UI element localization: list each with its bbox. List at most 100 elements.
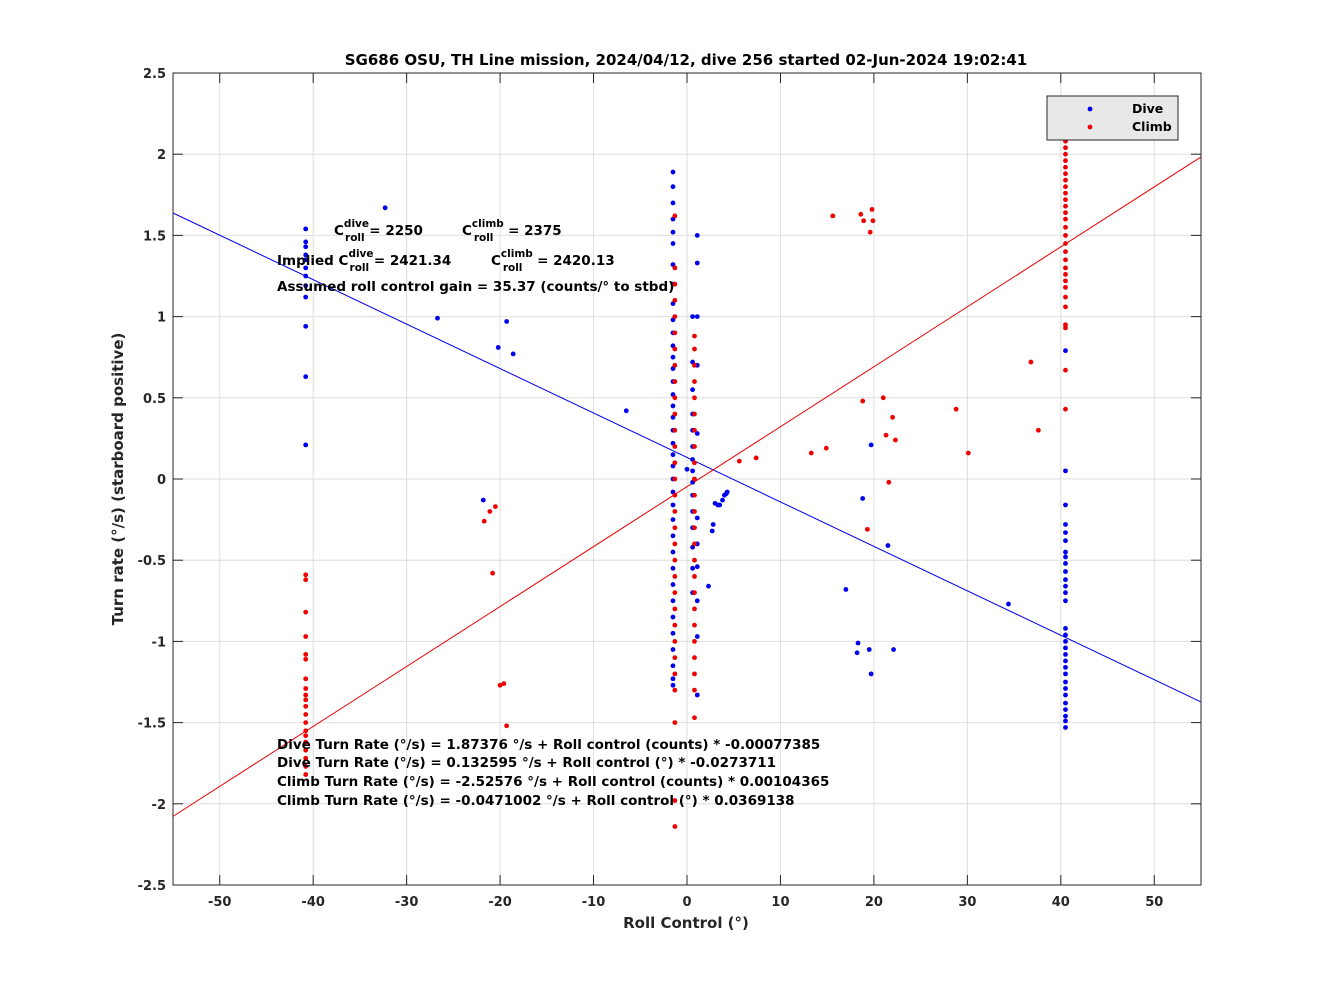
point-dive [1063,577,1068,583]
point-dive [1063,632,1068,638]
y-tick-label: -1.5 [138,717,166,732]
point-dive [720,497,725,503]
point-climb [672,606,678,612]
c-climb-sup: climb [472,218,504,230]
y-tick-label: -0.5 [138,554,166,569]
point-dive [885,543,891,548]
point-dive [670,229,676,235]
point-dive [303,374,309,380]
point-dive [891,647,896,652]
point-climb [1063,304,1068,310]
implied-climb-annotation: Cclimb roll = 2420.13 [491,248,615,274]
implied-prefix: Implied C [277,253,349,269]
point-dive [303,323,309,329]
point-climb [1063,216,1068,222]
point-climb [692,574,697,579]
point-climb [1063,210,1068,216]
point-climb [487,509,493,514]
point-climb [692,671,697,677]
point-dive [1063,686,1068,691]
y-tick-label: -2.5 [138,879,166,894]
y-tick-label: -2 [152,798,166,813]
point-climb [672,541,678,547]
point-climb [692,622,697,628]
point-dive [1063,569,1068,574]
point-climb [1063,158,1068,164]
climb-degrees-equation: Climb Turn Rate (°/s) = -0.0471002 °/s +… [277,793,795,809]
y-tick-label: 2.5 [143,67,166,82]
point-climb [692,606,697,612]
point-dive [1063,348,1068,354]
point-climb [672,557,678,563]
point-dive [1063,468,1068,474]
x-tick-label: -30 [395,895,419,910]
point-dive [670,630,676,636]
point-climb [1035,427,1041,433]
point-dive [1063,671,1068,677]
point-climb [870,218,876,224]
point-climb [672,395,678,401]
point-dive [303,283,309,289]
x-tick-label: 10 [771,895,789,910]
point-dive [1063,651,1068,657]
point-dive [495,345,501,350]
point-climb [672,824,678,829]
point-dive [670,614,676,620]
point-dive [1063,679,1068,685]
point-dive [670,354,676,360]
point-climb [303,772,309,777]
point-dive [382,205,388,211]
point-climb [672,213,678,219]
point-climb [303,747,309,753]
point-climb [1063,233,1068,238]
point-dive [670,676,676,682]
point-climb [672,525,678,531]
point-climb [1063,257,1068,263]
point-climb [672,330,678,336]
point-dive [1063,549,1068,555]
point-climb [504,723,510,729]
point-climb [303,686,309,691]
point-climb [303,755,309,761]
point-climb [1028,359,1034,365]
point-dive [694,564,700,570]
point-climb [1063,294,1068,300]
point-dive [690,468,696,474]
point-climb [1063,177,1068,183]
point-climb [753,455,759,461]
c-dive-annotation: Cdive roll = 2250 [334,218,423,244]
point-climb [692,476,697,482]
point-dive [684,466,690,472]
c-climb-base: C [462,223,472,239]
point-climb [1063,265,1068,271]
point-dive [1063,554,1068,560]
point-climb [692,525,697,531]
point-dive [694,314,700,319]
point-dive [1063,692,1068,698]
point-climb [692,509,697,514]
legend-label-dive: Dive [1132,101,1163,116]
c-climb-annotation: Cclimb roll = 2375 [462,218,562,244]
point-climb [1063,145,1068,151]
point-climb [1063,184,1068,190]
point-dive [510,351,516,357]
c-dive-base: C [334,223,344,239]
point-dive [1063,561,1068,566]
point-climb [1063,203,1068,209]
climb-counts-equation: Climb Turn Rate (°/s) = -2.52576 °/s + R… [277,774,829,790]
point-climb [692,333,697,339]
y-tick-label: 2 [157,148,166,163]
point-dive [706,583,711,589]
point-dive [303,252,309,258]
point-climb [1063,325,1068,331]
point-dive [303,257,309,263]
point-climb [1063,171,1068,177]
legend-marker-dive [1087,106,1093,112]
point-climb [880,395,886,401]
point-dive [1063,718,1068,724]
point-dive [670,452,676,458]
point-climb [1063,367,1068,373]
point-dive [670,241,676,246]
point-climb [1063,271,1068,277]
point-climb [672,476,678,482]
